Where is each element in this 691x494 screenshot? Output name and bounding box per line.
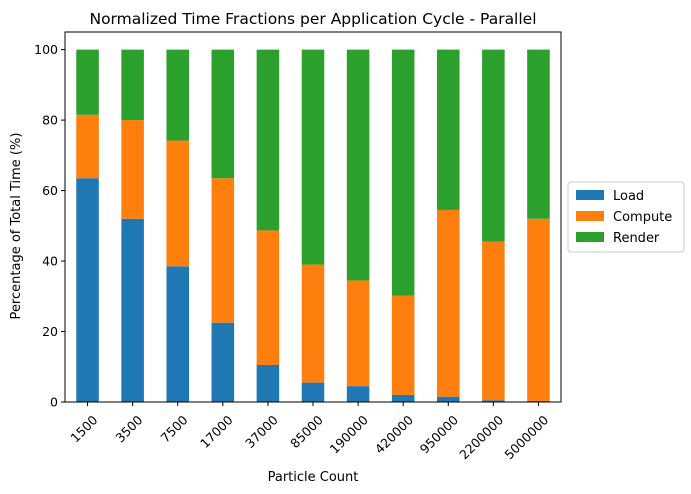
y-tick-label: 0 <box>50 395 58 410</box>
bar-load-2200000 <box>482 400 505 402</box>
bar-compute-17000 <box>211 178 235 323</box>
bar-load-190000 <box>346 386 370 402</box>
x-tick-label: 17000 <box>197 412 236 451</box>
legend-swatch-load <box>576 190 604 200</box>
bar-compute-1500 <box>76 114 99 179</box>
bar-render-17000 <box>211 49 235 179</box>
bar-load-1500 <box>76 178 99 402</box>
bar-compute-190000 <box>346 280 370 387</box>
y-tick-label: 60 <box>42 183 58 198</box>
bar-render-1500 <box>76 49 99 115</box>
y-tick-label: 20 <box>42 324 58 339</box>
bar-compute-7500 <box>166 140 189 267</box>
bar-compute-420000 <box>391 295 415 395</box>
x-tick-label: 5000000 <box>501 412 551 462</box>
bar-render-3500 <box>121 49 144 121</box>
bar-load-3500 <box>121 218 144 402</box>
bar-render-37000 <box>256 49 280 231</box>
x-tick-label: 420000 <box>372 412 416 456</box>
bar-render-420000 <box>391 49 415 296</box>
legend-label-load: Load <box>613 189 644 204</box>
x-tick-label: 190000 <box>327 412 371 456</box>
x-tick-label: 1500 <box>67 412 100 445</box>
x-tick-label: 950000 <box>417 412 461 456</box>
bar-render-950000 <box>437 49 460 210</box>
bar-load-17000 <box>211 322 235 402</box>
x-tick-label: 85000 <box>287 412 326 451</box>
bars-layer <box>76 49 550 402</box>
bar-compute-5000000 <box>527 218 550 401</box>
bar-load-420000 <box>391 394 415 402</box>
x-axis: 1500 3500 7500 17000 37000 85000 190000 420000 9… <box>67 402 551 462</box>
bar-load-37000 <box>256 365 280 402</box>
bar-compute-3500 <box>121 120 144 219</box>
x-axis-label: Particle Count <box>268 470 359 485</box>
x-tick-label: 2200000 <box>456 412 506 462</box>
y-axis-label: Percentage of Total Time (%) <box>9 133 24 320</box>
legend-label-render: Render <box>613 231 660 246</box>
chart-title: Normalized Time Fractions per Applicatio… <box>89 10 536 28</box>
legend-label-compute: Compute <box>613 210 672 225</box>
y-tick-label: 80 <box>42 113 58 128</box>
bar-render-2200000 <box>482 49 505 242</box>
y-tick-label: 40 <box>42 254 58 269</box>
bar-compute-37000 <box>256 230 280 365</box>
bar-render-5000000 <box>527 49 550 219</box>
y-tick-label: 100 <box>34 42 58 57</box>
bar-compute-950000 <box>437 209 460 397</box>
y-axis: 0 20 40 60 80 100 <box>34 42 65 410</box>
bar-load-5000000 <box>527 400 550 402</box>
bar-render-85000 <box>301 49 325 265</box>
bar-render-190000 <box>346 49 370 281</box>
bar-compute-85000 <box>301 264 325 383</box>
bar-compute-2200000 <box>482 241 505 401</box>
legend: Load Compute Render <box>567 181 685 253</box>
bar-render-7500 <box>166 49 189 141</box>
bar-load-85000 <box>301 382 325 402</box>
bar-load-950000 <box>437 396 460 402</box>
x-tick-label: 37000 <box>242 412 281 451</box>
legend-swatch-compute <box>576 211 604 221</box>
x-tick-label: 7500 <box>158 412 191 445</box>
x-tick-label: 3500 <box>112 412 145 445</box>
bar-load-7500 <box>166 266 189 402</box>
legend-swatch-render <box>576 232 604 242</box>
